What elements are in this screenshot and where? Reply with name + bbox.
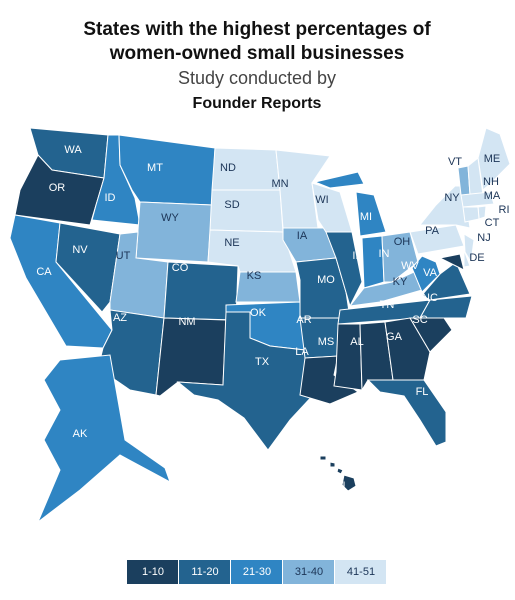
state-label: TX	[255, 356, 270, 368]
state-label: WI	[315, 194, 328, 206]
state-label: UT	[116, 250, 131, 262]
state-label: PA	[425, 225, 440, 237]
state-label: VT	[448, 156, 462, 168]
state-label: AK	[73, 428, 88, 440]
state-label: MI	[360, 211, 372, 223]
state-label: OK	[250, 307, 267, 319]
state-label: TN	[380, 299, 395, 311]
state-shape	[319, 455, 357, 492]
state-label: MS	[318, 336, 335, 348]
state-shape	[36, 354, 171, 524]
legend-swatch	[231, 560, 282, 584]
state-label: IN	[379, 248, 390, 260]
state-shape	[381, 231, 419, 283]
legend: 1-10 11-20 21-30 31-40 41-51	[127, 560, 386, 584]
state-label: NH	[483, 176, 499, 188]
states	[9, 127, 511, 524]
state-labels: WA OR CA NV ID MT WY UT AZ CO NM ND SD NE KS OK TX MN IA MO…	[36, 144, 509, 492]
legend-label: 21-30	[243, 566, 271, 578]
title-line: women-owned small businesses	[109, 43, 405, 64]
state-label: KY	[393, 276, 408, 288]
state-shape	[411, 255, 441, 293]
state-shape	[409, 224, 465, 255]
state-label: VA	[423, 267, 438, 279]
state-label: CA	[36, 266, 52, 278]
state-shape	[325, 231, 363, 308]
state-shape	[463, 249, 471, 268]
state-label: SD	[224, 199, 239, 211]
state-shape	[462, 206, 480, 223]
subtitle: Study conducted by	[178, 68, 336, 88]
state-label: DE	[469, 252, 484, 264]
legend-swatch	[335, 560, 386, 584]
state-label: MT	[147, 162, 163, 174]
state-label: WA	[64, 144, 82, 156]
state-label: SC	[412, 314, 427, 326]
state-label: WY	[161, 212, 179, 224]
state-shape	[460, 191, 495, 208]
state-label: RI	[499, 204, 510, 216]
legend-label: 1-10	[142, 566, 164, 578]
state-label: NV	[72, 244, 88, 256]
state-shape	[438, 253, 465, 271]
state-label: IA	[297, 230, 308, 242]
brand: Founder Reports	[193, 95, 322, 112]
state-label: ME	[484, 153, 501, 165]
state-label: ND	[220, 162, 236, 174]
state-label: KS	[247, 270, 262, 282]
state-label: NM	[178, 316, 195, 328]
state-shape	[366, 379, 447, 447]
state-label: OR	[49, 182, 66, 194]
state-label: MA	[484, 190, 501, 202]
state-label: AR	[296, 314, 311, 326]
state-shape	[463, 233, 475, 264]
legend-swatch	[283, 560, 334, 584]
legend-swatch	[179, 560, 230, 584]
state-label: NY	[444, 192, 460, 204]
state-label: GA	[386, 331, 403, 343]
state-label: NE	[224, 237, 239, 249]
state-shape	[419, 295, 473, 319]
state-label: AZ	[113, 312, 127, 324]
state-label: LA	[295, 346, 309, 358]
state-shape	[235, 271, 301, 303]
legend-label: 41-51	[347, 566, 375, 578]
state-label: MD	[463, 266, 480, 278]
state-label: WV	[401, 260, 419, 272]
title-line: States with the highest percentages of	[83, 19, 431, 40]
state-label: NJ	[477, 232, 490, 244]
state-shape	[361, 235, 385, 289]
state-label: IL	[352, 250, 361, 262]
state-shape	[209, 189, 284, 233]
state-shape	[477, 127, 511, 191]
state-label: NC	[422, 292, 438, 304]
legend-label: 31-40	[295, 566, 323, 578]
state-label: AL	[350, 336, 363, 348]
legend-swatch	[127, 560, 178, 584]
state-label: OH	[394, 236, 411, 248]
legend-label: 11-20	[191, 566, 218, 578]
state-label: FL	[416, 386, 429, 398]
state-label: MN	[271, 178, 288, 190]
state-shape	[55, 222, 121, 313]
state-shape	[333, 323, 363, 391]
state-shape	[313, 171, 387, 237]
state-label: CO	[172, 262, 189, 274]
state-shape	[176, 311, 317, 451]
state-label: HI	[335, 480, 346, 492]
state-label: MO	[317, 274, 335, 286]
state-label: CT	[485, 217, 500, 229]
state-label: ID	[105, 192, 116, 204]
